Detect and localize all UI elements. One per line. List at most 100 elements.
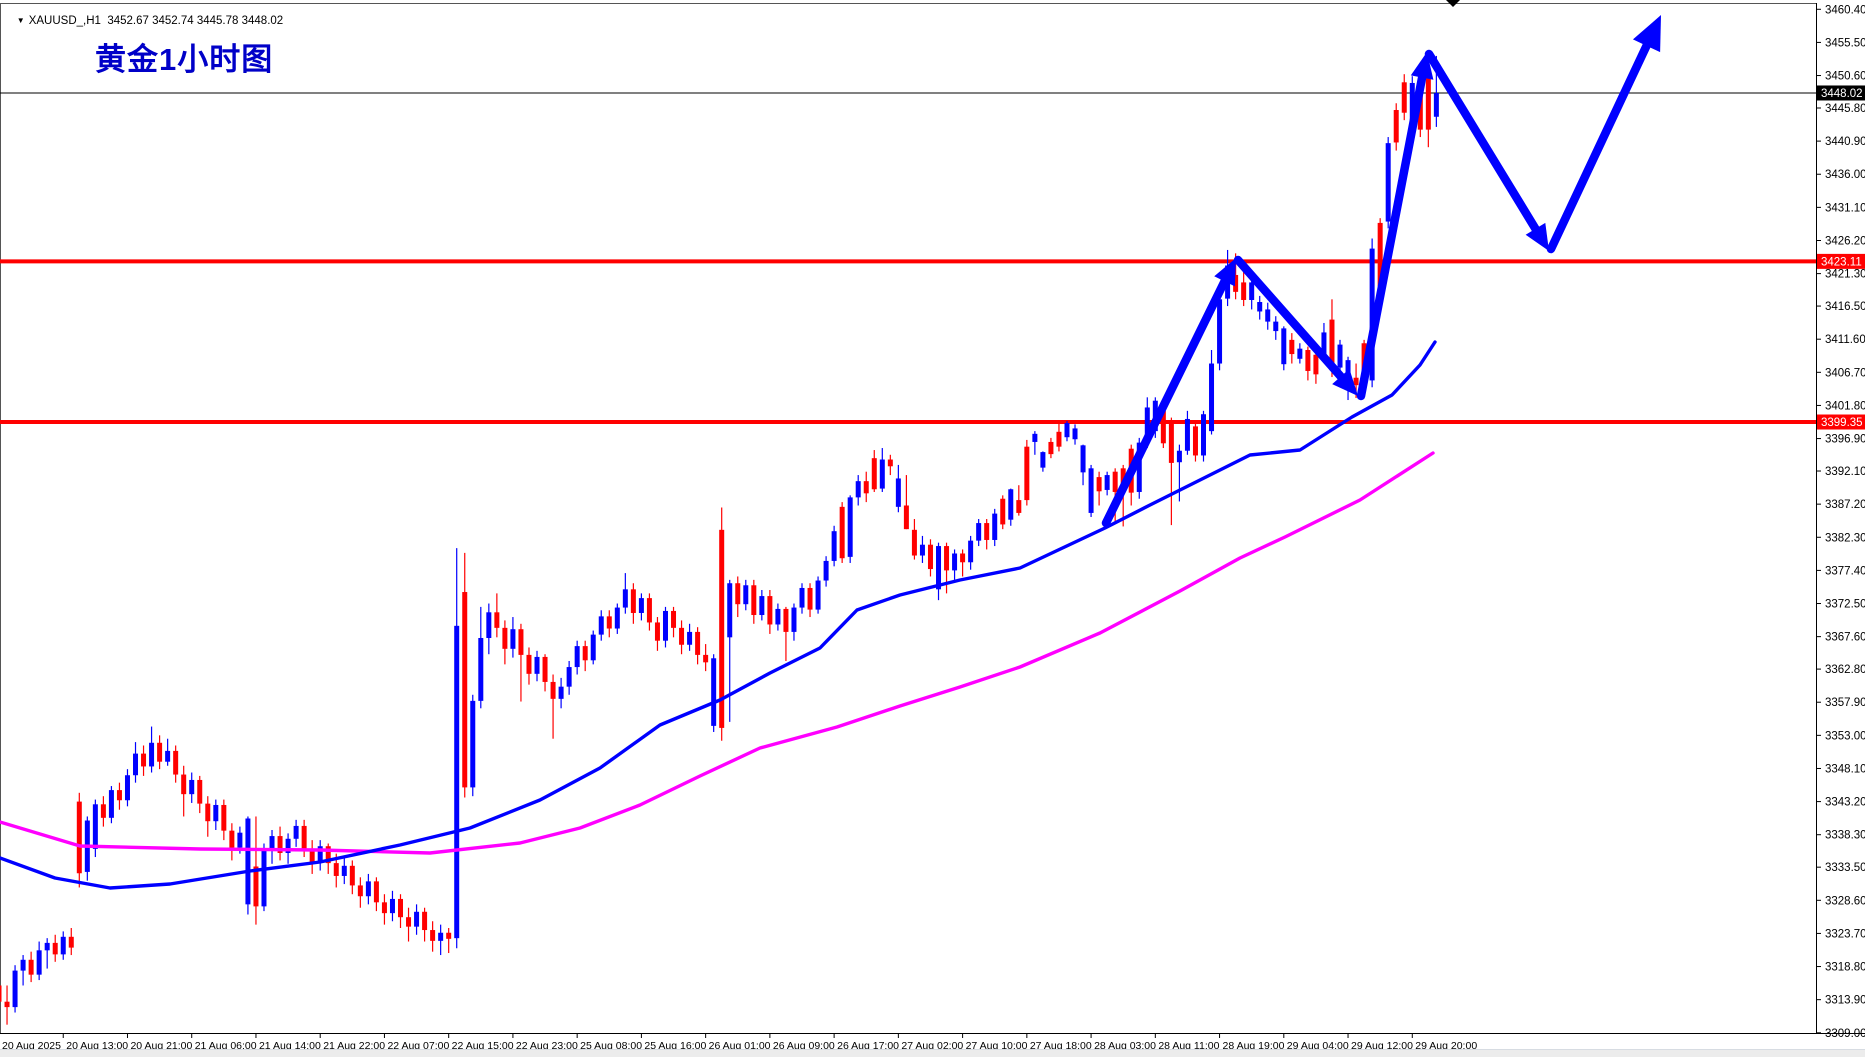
candlestick: [1433, 93, 1439, 117]
candlestick: [341, 865, 347, 876]
price-axis-label: 3450.60: [1825, 71, 1865, 83]
candlestick: [944, 546, 950, 571]
candlestick: [165, 750, 171, 762]
horizontal-lines[interactable]: [0, 259, 1816, 425]
price-badge: [1817, 253, 1865, 269]
candlestick: [911, 529, 917, 556]
candlestick: [791, 607, 797, 632]
candlestick: [1353, 377, 1359, 386]
candlestick: [237, 832, 243, 848]
candlestick: [173, 750, 179, 775]
candlestick: [293, 825, 299, 839]
candlestick: [1000, 498, 1006, 525]
candlestick: [759, 596, 765, 616]
trend-projection-arrows[interactable]: [1101, 15, 1661, 528]
price-badge: [1817, 85, 1865, 101]
candlestick: [1008, 489, 1014, 520]
candlestick: [775, 608, 781, 625]
price-axis-label: 3323.70: [1825, 928, 1865, 940]
symbol-dropdown-icon[interactable]: ▼: [16, 16, 25, 25]
price-axis[interactable]: 3460.40 3455.50 3450.60 3445.80 3440.90 3436.…: [1816, 3, 1865, 1040]
candlestick: [261, 848, 267, 907]
candlestick: [470, 700, 476, 788]
candlestick: [638, 598, 644, 613]
candlestick: [606, 616, 612, 629]
trend-arrowhead-icon[interactable]: [1525, 222, 1549, 251]
candlestick: [936, 546, 942, 590]
candlestick: [1144, 407, 1150, 442]
candlestick: [1024, 446, 1030, 501]
candlestick: [36, 950, 42, 975]
candlestick: [1048, 441, 1054, 455]
candlestick: [767, 596, 773, 625]
candlestick: [333, 863, 339, 876]
candlestick: [1249, 282, 1255, 300]
price-axis-label: 3377.40: [1825, 565, 1865, 577]
candlestick: [1369, 248, 1375, 381]
price-badge-label: 3423.11: [1821, 256, 1862, 268]
ma-slow-magenta-line: [0, 451, 1435, 855]
price-axis-label: 3343.20: [1825, 797, 1865, 809]
trend-arrowhead-icon[interactable]: [1214, 258, 1236, 287]
price-axis-label: 3455.50: [1825, 37, 1865, 49]
price-axis-label: 3431.10: [1825, 202, 1865, 214]
candlestick: [124, 775, 130, 801]
price-axis-label: 3333.50: [1825, 862, 1865, 874]
time-axis[interactable]: 20 Aug 2025 20 Aug 13:00 20 Aug 21:00 21 Au…: [0, 1033, 1865, 1052]
candlestick: [895, 478, 901, 507]
trend-arrow-line[interactable]: [1546, 27, 1658, 254]
candlestick: [454, 625, 460, 939]
price-badge-label: 3399.35: [1821, 417, 1863, 429]
trend-arrow-line[interactable]: [1233, 255, 1353, 390]
chart-shift-marker-icon[interactable]: [1446, 0, 1460, 7]
trend-arrowhead-icon[interactable]: [1632, 15, 1661, 53]
symbol-ticker[interactable]: ▼ XAUUSD_,H1 3452.67 3452.74 3445.78 3448…: [4, 3, 283, 39]
price-axis-label: 3328.60: [1825, 895, 1865, 907]
candlestick: [1393, 110, 1399, 143]
trend-arrow-line[interactable]: [1424, 49, 1546, 244]
ma-fast-blue-line: [0, 340, 1437, 890]
candlestick: [116, 790, 122, 801]
candlestick: [317, 846, 323, 863]
candlestick: [446, 932, 452, 939]
trend-arrow-line[interactable]: [1356, 61, 1429, 401]
candlestick: [149, 742, 155, 767]
candlestick: [1096, 477, 1102, 492]
candlestick: [919, 544, 925, 556]
candlestick: [703, 654, 709, 663]
price-axis-label: 3406.70: [1825, 367, 1865, 379]
candlestick: [1265, 309, 1271, 322]
price-axis-label: 3460.40: [1825, 4, 1865, 16]
candlestick: [1209, 363, 1215, 432]
candlestick: [60, 936, 66, 955]
candlestick: [1016, 500, 1022, 513]
candlestick: [550, 681, 556, 699]
price-axis-label: 3362.80: [1825, 664, 1865, 676]
price-axis-label: 3445.80: [1825, 103, 1865, 115]
candlestick: [189, 779, 195, 795]
candlestick: [20, 959, 26, 971]
candlestick: [205, 803, 211, 822]
candlestick: [1192, 426, 1198, 456]
top-marker[interactable]: [1446, 0, 1460, 7]
price-axis-label: 3411.60: [1825, 334, 1865, 346]
price-axis-label: 3318.80: [1825, 962, 1865, 974]
candlestick: [526, 654, 532, 674]
price-axis-label: 3353.00: [1825, 730, 1865, 742]
candlestick: [1289, 339, 1295, 355]
chart-title-annotation[interactable]: 黄金1小时图: [95, 42, 274, 77]
candlestick: [100, 804, 106, 818]
candles: [0, 55, 1439, 1025]
trend-arrowhead-icon[interactable]: [1332, 368, 1358, 396]
candlestick: [719, 529, 725, 728]
candlestick: [462, 592, 468, 788]
ticker-symbol: XAUUSD_,H1: [28, 15, 101, 27]
candlestick: [245, 818, 251, 905]
candlestick: [968, 540, 974, 563]
candlestick: [839, 506, 845, 559]
trend-arrow-line[interactable]: [1101, 266, 1234, 528]
candlestick: [1281, 328, 1287, 365]
candlestick: [398, 898, 403, 918]
price-axis-label: 3401.80: [1825, 400, 1865, 412]
